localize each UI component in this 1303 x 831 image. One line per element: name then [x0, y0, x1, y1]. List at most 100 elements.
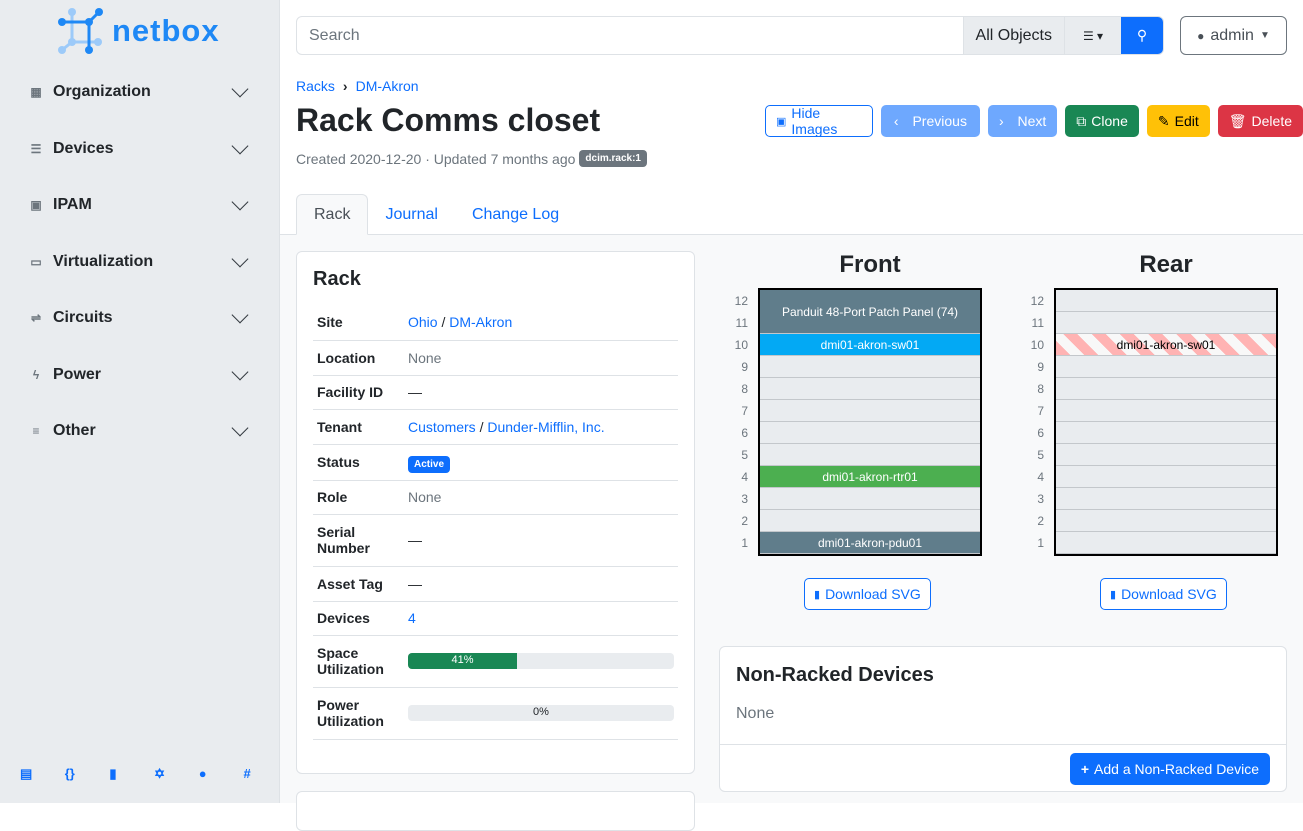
next-button[interactable]: › Next	[987, 105, 1058, 137]
progress-label: 0%	[533, 706, 549, 718]
empty-rack-unit[interactable]	[1056, 356, 1276, 378]
unit-number: 2	[741, 514, 748, 528]
attr-label: Facility ID	[313, 375, 404, 410]
sidebar-item-label: Devices	[53, 140, 114, 157]
unit-number: 4	[741, 470, 748, 484]
unit-number: 8	[741, 382, 748, 396]
unit-number: 4	[1037, 470, 1044, 484]
empty-rack-unit[interactable]	[760, 444, 980, 466]
file-icon: ▮	[814, 588, 821, 601]
empty-rack-unit[interactable]	[760, 400, 980, 422]
sidebar-item-devices[interactable]: ☰ Devices	[28, 137, 252, 161]
edit-button[interactable]: ✎ Edit	[1146, 105, 1210, 137]
github-icon[interactable]: ●	[198, 766, 207, 781]
unit-number: 10	[1030, 338, 1044, 352]
breadcrumb-site[interactable]: DM-Akron	[355, 78, 419, 94]
chevron-down-icon	[231, 363, 249, 381]
empty-rack-unit[interactable]	[1056, 312, 1276, 334]
empty-rack-unit[interactable]	[1056, 510, 1276, 532]
breadcrumb-racks[interactable]: Racks	[296, 78, 335, 94]
caret-down-icon: ▼	[1259, 30, 1270, 41]
front-device[interactable]: dmi01-akron-sw01	[760, 334, 980, 356]
front-device[interactable]: dmi01-akron-rtr01	[760, 466, 980, 488]
download-front-svg-button[interactable]: ▮ Download SVG	[804, 578, 931, 610]
empty-rack-unit[interactable]	[760, 378, 980, 400]
empty-rack-unit[interactable]	[1056, 290, 1276, 312]
devices-link[interactable]: 4	[408, 610, 416, 626]
user-menu-button[interactable]: ● admin ▼	[1180, 16, 1287, 55]
tenant-group-link[interactable]: Customers	[408, 418, 476, 435]
table-row: Power Utilization 0%	[313, 687, 678, 740]
rear-device[interactable]: dmi01-akron-sw01	[1056, 334, 1276, 356]
unit-number: 8	[1037, 382, 1044, 396]
building-icon: ▦	[30, 85, 42, 99]
netbox-logo[interactable]: netbox	[58, 8, 220, 54]
sidebar-item-virtualization[interactable]: ▭ Virtualization	[28, 250, 252, 274]
slack-icon[interactable]: #	[243, 766, 251, 781]
filter-icon: ☰ ▾	[1082, 28, 1104, 43]
search-input[interactable]: Search	[309, 26, 360, 44]
sidebar-item-other[interactable]: ≡ Other	[28, 419, 252, 443]
sidebar-item-label: Organization	[53, 83, 151, 100]
api-icon[interactable]: {}	[64, 766, 75, 781]
delete-button[interactable]: 🗑 Delete	[1217, 105, 1303, 137]
button-label: Add a Non-Racked Device	[1094, 761, 1259, 777]
empty-rack-unit[interactable]	[760, 510, 980, 532]
table-row: Facility ID —	[313, 375, 678, 410]
object-scope-select[interactable]: All Objects	[962, 17, 1064, 54]
button-label: Next	[1017, 113, 1047, 129]
download-rear-svg-button[interactable]: ▮ Download SVG	[1100, 578, 1227, 610]
progress-fill	[408, 653, 518, 669]
rear-title: Rear	[1139, 251, 1193, 278]
sidebar-item-ipam[interactable]: ▣ IPAM	[28, 193, 252, 217]
tenant-link[interactable]: Dunder-Mifflin, Inc.	[487, 418, 605, 435]
empty-rack-unit[interactable]	[1056, 488, 1276, 510]
sidebar-item-organization[interactable]: ▦ Organization	[28, 80, 252, 104]
region-link[interactable]: Ohio	[408, 314, 438, 331]
button-label: Delete	[1251, 113, 1292, 129]
empty-rack-unit[interactable]	[760, 422, 980, 444]
empty-rack-unit[interactable]	[1056, 532, 1276, 554]
filter-dropdown-button[interactable]: ☰ ▾	[1064, 17, 1121, 54]
book-icon[interactable]: ▤	[20, 766, 33, 781]
graphql-icon[interactable]: ✡	[154, 766, 165, 781]
search-button[interactable]: ⚲	[1121, 17, 1163, 54]
empty-rack-unit[interactable]	[1056, 422, 1276, 444]
attr-label: Role	[313, 480, 404, 515]
attr-value: —	[404, 375, 678, 410]
page-meta: Created 2020-12-20 · Updated 7 months ag…	[296, 150, 647, 167]
button-label: Edit	[1174, 113, 1199, 129]
table-row: Status Active	[313, 444, 678, 481]
front-device[interactable]: dmi01-akron-pdu01	[760, 532, 980, 554]
add-non-racked-device-button[interactable]: + Add a Non-Racked Device	[1069, 753, 1270, 785]
sidebar-item-circuits[interactable]: ⇌ Circuits	[28, 306, 252, 330]
empty-rack-unit[interactable]	[760, 356, 980, 378]
sidebar-item-power[interactable]: ϟ Power	[28, 363, 252, 387]
unit-number: 1	[1037, 536, 1044, 550]
tab-rack[interactable]: Rack	[296, 194, 369, 235]
empty-rack-unit[interactable]	[760, 488, 980, 510]
previous-button[interactable]: ‹ Previous	[880, 105, 980, 137]
tab-change-log[interactable]: Change Log	[471, 205, 560, 223]
front-device[interactable]: Panduit 48-Port Patch Panel (74)	[760, 290, 980, 334]
non-racked-devices-card: Non-Racked Devices None + Add a Non-Racke…	[719, 646, 1287, 792]
table-row: Asset Tag —	[313, 566, 678, 602]
docs-icon[interactable]: ▮	[109, 766, 117, 781]
site-link[interactable]: DM-Akron	[449, 314, 513, 331]
empty-rack-unit[interactable]	[1056, 466, 1276, 488]
page-title: Rack Comms closet	[296, 102, 601, 138]
ip-icon: ▣	[30, 198, 42, 212]
image-icon: ▣	[776, 115, 787, 128]
empty-rack-unit[interactable]	[1056, 444, 1276, 466]
hide-images-button[interactable]: ▣ Hide Images	[765, 105, 873, 137]
action-buttons: ▣ Hide Images ‹ Previous › Next ⧉ Clone ✎ E…	[765, 105, 1303, 137]
unit-number: 9	[741, 360, 748, 374]
created-updated: Created 2020-12-20 · Updated 7 months ag…	[296, 150, 576, 167]
empty-rack-unit[interactable]	[1056, 378, 1276, 400]
clone-button[interactable]: ⧉ Clone	[1065, 105, 1139, 137]
empty-rack-unit[interactable]	[1056, 400, 1276, 422]
tabs: Rack Journal Change Log	[296, 194, 576, 235]
sidebar-footer: ▤ {} ▮ ✡ ● #	[20, 766, 288, 782]
chevron-down-icon	[231, 419, 249, 437]
tab-journal[interactable]: Journal	[385, 205, 438, 223]
